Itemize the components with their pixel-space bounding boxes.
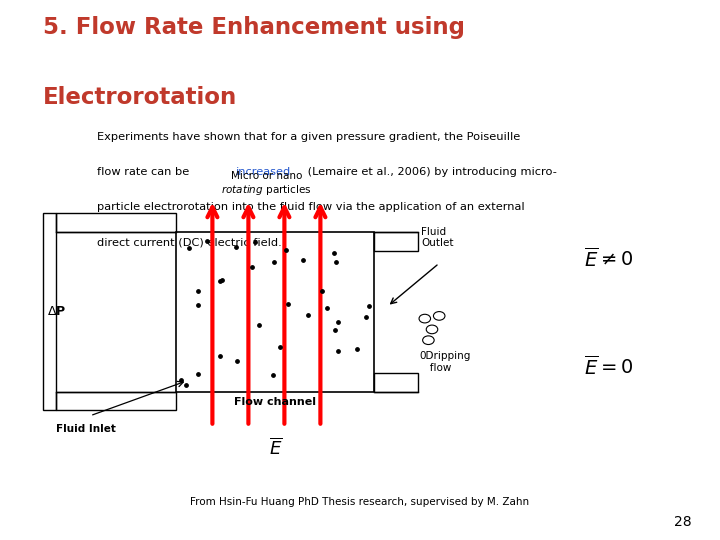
Point xyxy=(360,313,372,321)
Text: Electrorotation: Electrorotation xyxy=(43,86,238,110)
Bar xyxy=(43,213,56,410)
Text: particle electrorotation into the fluid flow via the application of an external: particle electrorotation into the fluid … xyxy=(97,202,525,213)
Point xyxy=(217,275,228,284)
Point xyxy=(282,300,294,308)
Point xyxy=(302,311,314,320)
Text: $\overline{E}$: $\overline{E}$ xyxy=(269,437,282,458)
Point xyxy=(364,301,375,310)
Text: $\overline{E} \neq 0$: $\overline{E} \neq 0$ xyxy=(584,247,633,271)
Point xyxy=(330,258,341,266)
Point xyxy=(321,304,333,313)
Point xyxy=(269,258,280,266)
Text: increased: increased xyxy=(236,167,292,178)
Point xyxy=(176,376,187,384)
Point xyxy=(230,242,241,251)
Point xyxy=(328,248,340,257)
Text: 28: 28 xyxy=(674,515,691,529)
Point xyxy=(274,342,286,351)
Point xyxy=(202,237,213,245)
Bar xyxy=(56,213,176,232)
Text: Flow channel: Flow channel xyxy=(235,397,316,407)
Text: $\Delta$P: $\Delta$P xyxy=(47,305,66,319)
Text: Fluid Inlet: Fluid Inlet xyxy=(56,424,117,434)
Text: Micro or nano
$\it{rotating}$ particles: Micro or nano $\it{rotating}$ particles xyxy=(221,171,312,197)
Text: (Lemaire et al., 2006) by introducing micro-: (Lemaire et al., 2006) by introducing mi… xyxy=(304,167,557,178)
Text: Fluid
Outlet: Fluid Outlet xyxy=(421,227,454,248)
Text: Experiments have shown that for a given pressure gradient, the Poiseuille: Experiments have shown that for a given … xyxy=(97,132,521,143)
Text: direct current (DC) electric field.: direct current (DC) electric field. xyxy=(97,238,282,248)
Point xyxy=(193,287,204,295)
Point xyxy=(317,287,328,295)
Point xyxy=(267,370,279,379)
Point xyxy=(180,381,192,389)
Text: $\overline{E} = 0$: $\overline{E} = 0$ xyxy=(584,355,633,379)
Bar xyxy=(374,373,418,392)
Bar xyxy=(374,232,418,251)
Point xyxy=(332,318,343,326)
Point xyxy=(351,345,363,353)
Point xyxy=(215,352,226,360)
Point xyxy=(246,263,258,272)
Point xyxy=(192,300,204,309)
Point xyxy=(330,326,341,334)
Text: flow rate can be: flow rate can be xyxy=(97,167,193,178)
Point xyxy=(280,246,292,254)
Point xyxy=(183,244,194,253)
Point xyxy=(215,277,226,286)
Bar xyxy=(56,392,176,410)
Bar xyxy=(176,232,374,392)
Point xyxy=(250,238,261,247)
Point xyxy=(231,357,243,366)
Text: 0Dripping
   flow: 0Dripping flow xyxy=(420,351,471,373)
Point xyxy=(253,321,264,329)
Point xyxy=(297,255,309,264)
Point xyxy=(192,370,204,379)
Text: From Hsin-Fu Huang PhD Thesis research, supervised by M. Zahn: From Hsin-Fu Huang PhD Thesis research, … xyxy=(190,497,530,507)
Text: 5. Flow Rate Enhancement using: 5. Flow Rate Enhancement using xyxy=(43,16,465,39)
Point xyxy=(332,347,343,355)
